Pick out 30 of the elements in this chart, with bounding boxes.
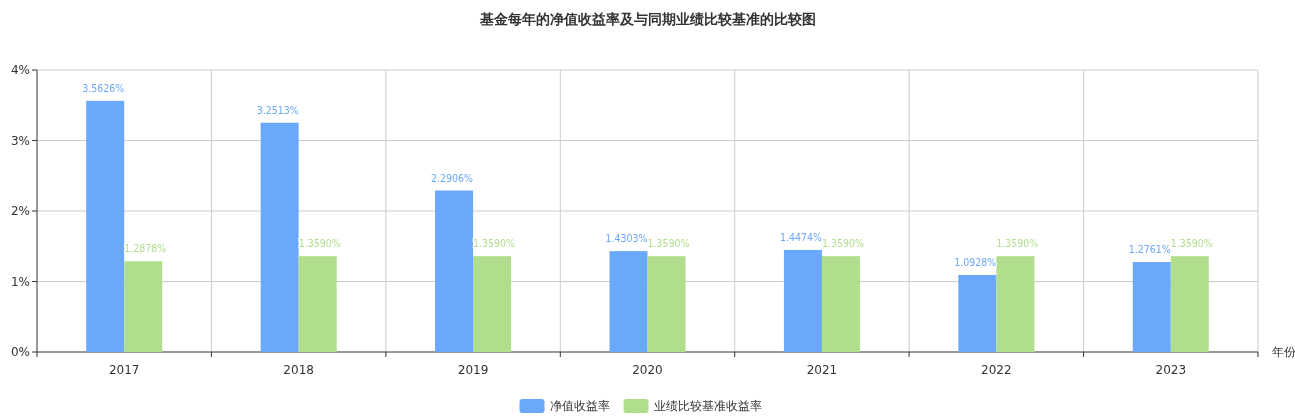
bar (435, 190, 474, 352)
x-tick-label: 2017 (108, 363, 140, 377)
y-tick-label: 4% (10, 63, 30, 77)
chart-title: 基金每年的净值收益率及与同期业绩比较基准的比较图 (478, 11, 816, 27)
bar (1170, 256, 1209, 352)
x-tick-label: 2022 (981, 363, 1012, 377)
x-tick-label: 2018 (283, 363, 314, 377)
legend-label: 业绩比较基准收益率 (653, 399, 762, 413)
legend-label: 净值收益率 (549, 399, 610, 413)
bar (260, 122, 299, 352)
y-tick-label: 0% (10, 345, 30, 359)
y-tick-label: 1% (10, 274, 30, 289)
bar (821, 256, 860, 352)
bar (86, 100, 125, 352)
x-tick-label: 2019 (457, 363, 489, 377)
bar (1132, 262, 1171, 352)
bar (473, 256, 512, 352)
x-tick-label: 2023 (1155, 363, 1187, 377)
x-tick-label: 2021 (806, 363, 838, 377)
bar (124, 261, 163, 352)
bar (298, 256, 337, 352)
bar (958, 274, 997, 352)
x-tick-label: 2020 (632, 363, 663, 377)
bar (609, 251, 648, 352)
y-tick-label: 3% (10, 133, 30, 148)
y-tick-label: 2% (10, 204, 30, 218)
bar (996, 256, 1035, 352)
x-axis-title: 年份 (1272, 345, 1295, 359)
bar (783, 249, 822, 352)
bar (647, 256, 686, 352)
